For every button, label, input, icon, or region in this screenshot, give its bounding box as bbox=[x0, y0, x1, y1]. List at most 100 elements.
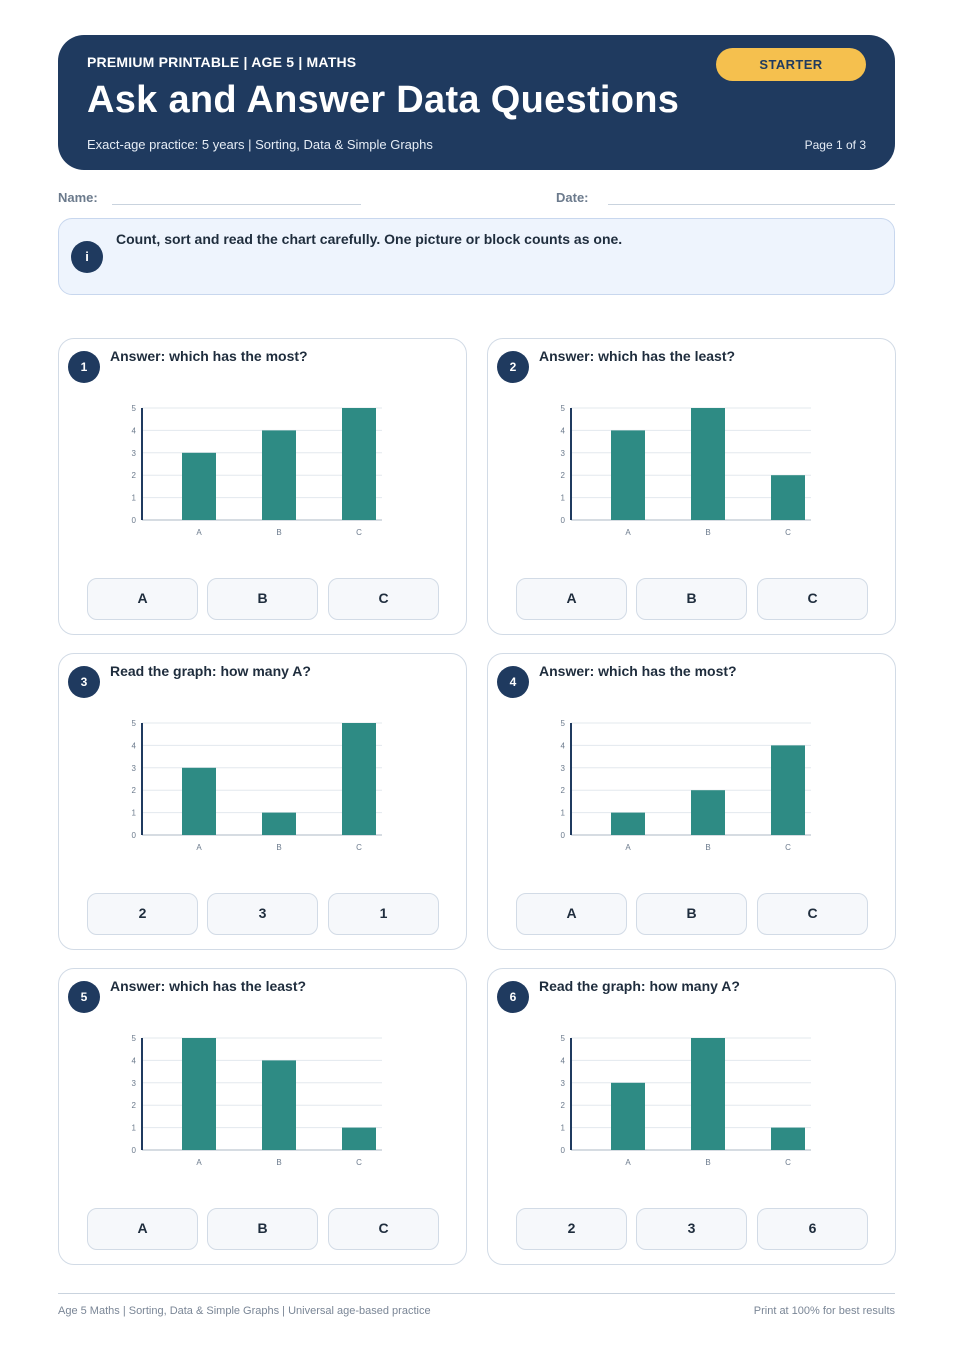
bar bbox=[691, 790, 725, 835]
question-card: 6 Read the graph: how many A? 0 1 2 3 4 5 A B C 2 3 6 bbox=[487, 968, 896, 1265]
question-card: 3 Read the graph: how many A? 0 1 2 3 4 5 A B C 2 3 1 bbox=[58, 653, 467, 950]
bar bbox=[182, 452, 216, 520]
x-category-label: C bbox=[785, 528, 791, 537]
answer-option-button[interactable]: A bbox=[87, 1208, 198, 1250]
bar-chart: 0 1 2 3 4 5 A B C bbox=[132, 404, 382, 537]
answer-option-button[interactable]: A bbox=[516, 578, 627, 620]
y-tick-label: 3 bbox=[561, 1079, 566, 1088]
answer-option-button[interactable]: B bbox=[636, 893, 747, 935]
y-tick-label: 5 bbox=[132, 719, 137, 728]
y-tick-label: 1 bbox=[132, 1124, 137, 1133]
answer-option-button[interactable]: B bbox=[207, 1208, 318, 1250]
question-number: 5 bbox=[68, 981, 100, 1013]
y-tick-label: 3 bbox=[132, 764, 137, 773]
bar bbox=[691, 408, 725, 520]
bar bbox=[342, 408, 376, 520]
answer-option-button[interactable]: 3 bbox=[207, 893, 318, 935]
x-category-label: C bbox=[356, 843, 362, 852]
question-number: 2 bbox=[497, 351, 529, 383]
question-number: 6 bbox=[497, 981, 529, 1013]
answer-option-button[interactable]: B bbox=[636, 578, 747, 620]
y-tick-label: 0 bbox=[561, 1146, 566, 1155]
bar bbox=[182, 1038, 216, 1150]
y-tick-label: 2 bbox=[132, 471, 137, 480]
y-tick-label: 4 bbox=[561, 741, 566, 750]
y-tick-label: 3 bbox=[132, 1079, 137, 1088]
question-number: 4 bbox=[497, 666, 529, 698]
x-category-label: B bbox=[276, 528, 281, 537]
y-tick-label: 3 bbox=[561, 449, 566, 458]
y-tick-label: 2 bbox=[561, 786, 566, 795]
date-field[interactable] bbox=[608, 204, 895, 205]
level-badge: STARTER bbox=[716, 48, 866, 81]
bar-chart: 0 1 2 3 4 5 A B C bbox=[561, 404, 811, 537]
y-tick-label: 1 bbox=[132, 809, 137, 818]
name-label: Name: bbox=[58, 190, 98, 205]
answer-option-button[interactable]: 2 bbox=[516, 1208, 627, 1250]
y-tick-label: 5 bbox=[561, 719, 566, 728]
x-category-label: B bbox=[705, 528, 710, 537]
question-card: 5 Answer: which has the least? 0 1 2 3 4 5 A B C A B… bbox=[58, 968, 467, 1265]
y-tick-label: 5 bbox=[561, 404, 566, 413]
x-category-label: C bbox=[356, 528, 362, 537]
footer-divider bbox=[58, 1293, 895, 1294]
question-number: 3 bbox=[68, 666, 100, 698]
answer-option-button[interactable]: 3 bbox=[636, 1208, 747, 1250]
y-tick-label: 4 bbox=[132, 1056, 137, 1065]
footer-left: Age 5 Maths | Sorting, Data & Simple Gra… bbox=[58, 1305, 431, 1317]
y-tick-label: 2 bbox=[561, 1101, 566, 1110]
date-label: Date: bbox=[556, 190, 589, 205]
answer-option-button[interactable]: B bbox=[207, 578, 318, 620]
question-card: 4 Answer: which has the most? 0 1 2 3 4 5 A B C A B C bbox=[487, 653, 896, 950]
answer-option-button[interactable]: 1 bbox=[328, 893, 439, 935]
question-prompt: Answer: which has the most? bbox=[539, 663, 737, 679]
y-tick-label: 1 bbox=[561, 1124, 566, 1133]
worksheet-header: PREMIUM PRINTABLE | AGE 5 | MATHS Ask an… bbox=[58, 35, 895, 170]
bar bbox=[262, 812, 296, 835]
answer-option-button[interactable]: C bbox=[757, 578, 868, 620]
name-field[interactable] bbox=[112, 204, 361, 205]
x-category-label: B bbox=[705, 1158, 710, 1167]
answer-option-button[interactable]: 6 bbox=[757, 1208, 868, 1250]
y-tick-label: 2 bbox=[132, 1101, 137, 1110]
answer-option-button[interactable]: A bbox=[87, 578, 198, 620]
x-category-label: A bbox=[196, 843, 202, 852]
instructions-text: Count, sort and read the chart carefully… bbox=[116, 231, 623, 247]
y-tick-label: 5 bbox=[132, 404, 137, 413]
answer-option-button[interactable]: C bbox=[328, 1208, 439, 1250]
bar bbox=[182, 767, 216, 835]
y-tick-label: 4 bbox=[561, 426, 566, 435]
bar bbox=[771, 1127, 805, 1150]
x-category-label: A bbox=[196, 1158, 202, 1167]
answer-option-button[interactable]: C bbox=[757, 893, 868, 935]
bar-chart: 0 1 2 3 4 5 A B C bbox=[561, 1034, 811, 1167]
bar bbox=[342, 1127, 376, 1150]
x-category-label: C bbox=[785, 1158, 791, 1167]
answer-option-button[interactable]: A bbox=[516, 893, 627, 935]
bar bbox=[611, 430, 645, 520]
header-kicker: PREMIUM PRINTABLE | AGE 5 | MATHS bbox=[87, 54, 357, 70]
x-category-label: C bbox=[785, 843, 791, 852]
answer-option-button[interactable]: C bbox=[328, 578, 439, 620]
header-subtitle: Exact-age practice: 5 years | Sorting, D… bbox=[87, 137, 433, 152]
bar-chart: 0 1 2 3 4 5 A B C bbox=[561, 719, 811, 852]
question-prompt: Answer: which has the least? bbox=[110, 978, 307, 994]
x-category-label: A bbox=[625, 1158, 631, 1167]
answer-option-button[interactable]: 2 bbox=[87, 893, 198, 935]
x-category-label: B bbox=[276, 1158, 281, 1167]
bar bbox=[611, 1082, 645, 1150]
question-prompt: Read the graph: how many A? bbox=[110, 663, 311, 679]
footer-right: Print at 100% for best results bbox=[753, 1305, 895, 1317]
y-tick-label: 5 bbox=[132, 1034, 137, 1043]
question-prompt: Read the graph: how many A? bbox=[539, 978, 740, 994]
bar bbox=[262, 430, 296, 520]
bar bbox=[262, 1060, 296, 1150]
bar bbox=[771, 475, 805, 520]
bar-chart: 0 1 2 3 4 5 A B C bbox=[132, 719, 382, 852]
page-title: Ask and Answer Data Questions bbox=[87, 79, 680, 121]
x-category-label: C bbox=[356, 1158, 362, 1167]
instructions-box: i Count, sort and read the chart careful… bbox=[58, 218, 895, 295]
page-number: Page 1 of 3 bbox=[804, 138, 866, 152]
bar bbox=[611, 812, 645, 835]
x-category-label: B bbox=[276, 843, 281, 852]
